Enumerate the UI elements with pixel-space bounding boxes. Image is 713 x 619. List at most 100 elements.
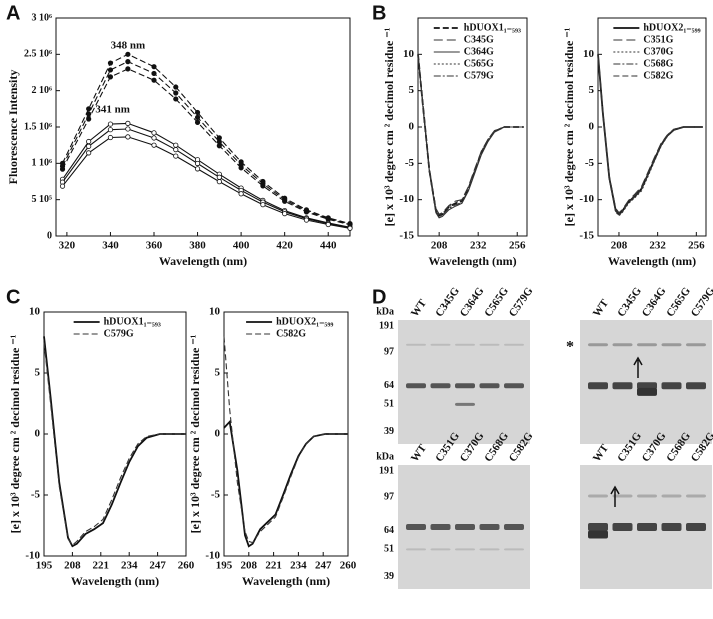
gel-band [661,382,682,390]
lane-label: C579G [689,285,713,319]
data-point [260,202,266,208]
y-tick-label: 3 10⁶ [32,12,53,23]
gel-band [661,494,682,498]
lane-label: C345G [615,285,644,319]
data-point [151,64,157,70]
gel-band [612,494,633,498]
lane-label: C364G [640,285,669,319]
y-axis-label: Fluorescence Intensity [6,70,20,185]
legend-label: hDUOX2₁₋₅₉₉ [276,316,333,327]
marker-label: 97 [384,347,394,358]
lane-label: C364G [458,285,487,319]
y-tick-label: 5 [35,367,41,379]
legend-label: C370G [643,46,673,57]
y-axis-label: [e] x 10³ degree cm ² decimol residue ⁻¹ [562,27,576,226]
y-tick-label: 0 [589,121,595,133]
legend-label: C579G [464,70,494,81]
gel-band [479,383,500,389]
x-axis-label: Wavelength (nm) [71,574,159,588]
lane-label: WT [409,442,430,464]
y-tick-label: 5 10⁵ [32,194,53,205]
data-point [151,130,157,136]
x-tick-label: 420 [276,240,293,252]
annotation: 341 nm [95,104,130,116]
data-point [151,70,157,77]
y-tick-label: 0 [409,121,415,133]
legend-label: C579G [104,328,134,339]
y-tick-label: 10 [403,48,415,60]
x-tick-label: 195 [216,560,233,572]
y-tick-label: -5 [211,489,221,501]
y-tick-label: 1.5 10⁶ [24,121,52,132]
x-axis-label: Wavelength (nm) [159,254,247,268]
x-tick-label: 232 [649,240,666,252]
data-point [125,58,131,65]
gel-band [686,494,706,498]
panel-label: C [6,286,20,308]
x-tick-label: 440 [320,240,337,252]
x-tick-label: 400 [233,240,250,252]
marker-label: 64 [384,380,394,391]
marker-label: 51 [384,544,394,555]
y-tick-label: -5 [585,157,595,169]
annotation: 348 nm [111,40,146,52]
data-line [62,53,351,225]
gel-band [686,523,706,531]
y-tick-label: 5 [409,84,415,96]
y-axis-label: [e] x 10³ degree cm ² decimol residue ⁻¹ [382,27,396,226]
gel-band [430,383,451,389]
marker-label: 39 [384,571,394,582]
data-point [194,119,201,125]
data-point [125,126,131,132]
marker-label: 191 [379,465,394,476]
y-tick-label: 0 [215,428,221,440]
data-point [86,138,92,145]
data-point [260,183,266,189]
data-line [43,342,186,546]
data-point [216,179,222,185]
data-point [125,66,131,72]
data-point [173,147,179,153]
data-point [59,166,66,172]
marker-label: 97 [384,492,394,503]
lane-label: C579G [507,285,536,319]
data-point [282,211,288,217]
gel-band [504,524,524,530]
data-point [59,183,66,189]
data-point [151,77,157,83]
unit-label: kDa [376,306,394,317]
gel-band [686,382,706,390]
data-point [173,142,179,148]
data-point [125,51,131,57]
gel-band [406,383,426,389]
data-point [303,217,310,223]
panel-label: B [372,2,386,24]
x-tick-label: 234 [121,560,138,572]
y-tick-label: -15 [399,230,414,242]
x-tick-label: 256 [509,240,526,252]
gel-band [588,343,608,347]
x-tick-label: 232 [470,240,487,252]
lane-label: C565G [482,285,511,319]
lane-label: WT [591,297,612,319]
x-axis-label: Wavelength (nm) [428,254,516,268]
legend-label: C351G [643,34,673,45]
gel-band [479,548,500,551]
x-tick-label: 320 [59,240,76,252]
gel-band [588,382,608,390]
x-tick-label: 221 [265,560,282,572]
marker-label: 64 [384,525,394,536]
data-point [86,150,92,156]
y-tick-label: -15 [579,230,594,242]
gel-band [504,343,524,346]
gel-band [479,343,500,346]
panel-label: A [6,2,20,24]
data-line [597,54,703,217]
data-point [194,166,201,172]
x-tick-label: 260 [340,560,357,572]
legend-label: C582G [276,328,306,339]
x-tick-label: 221 [93,560,110,572]
gel-band [637,387,657,396]
data-point [238,191,244,197]
data-line [597,54,703,216]
